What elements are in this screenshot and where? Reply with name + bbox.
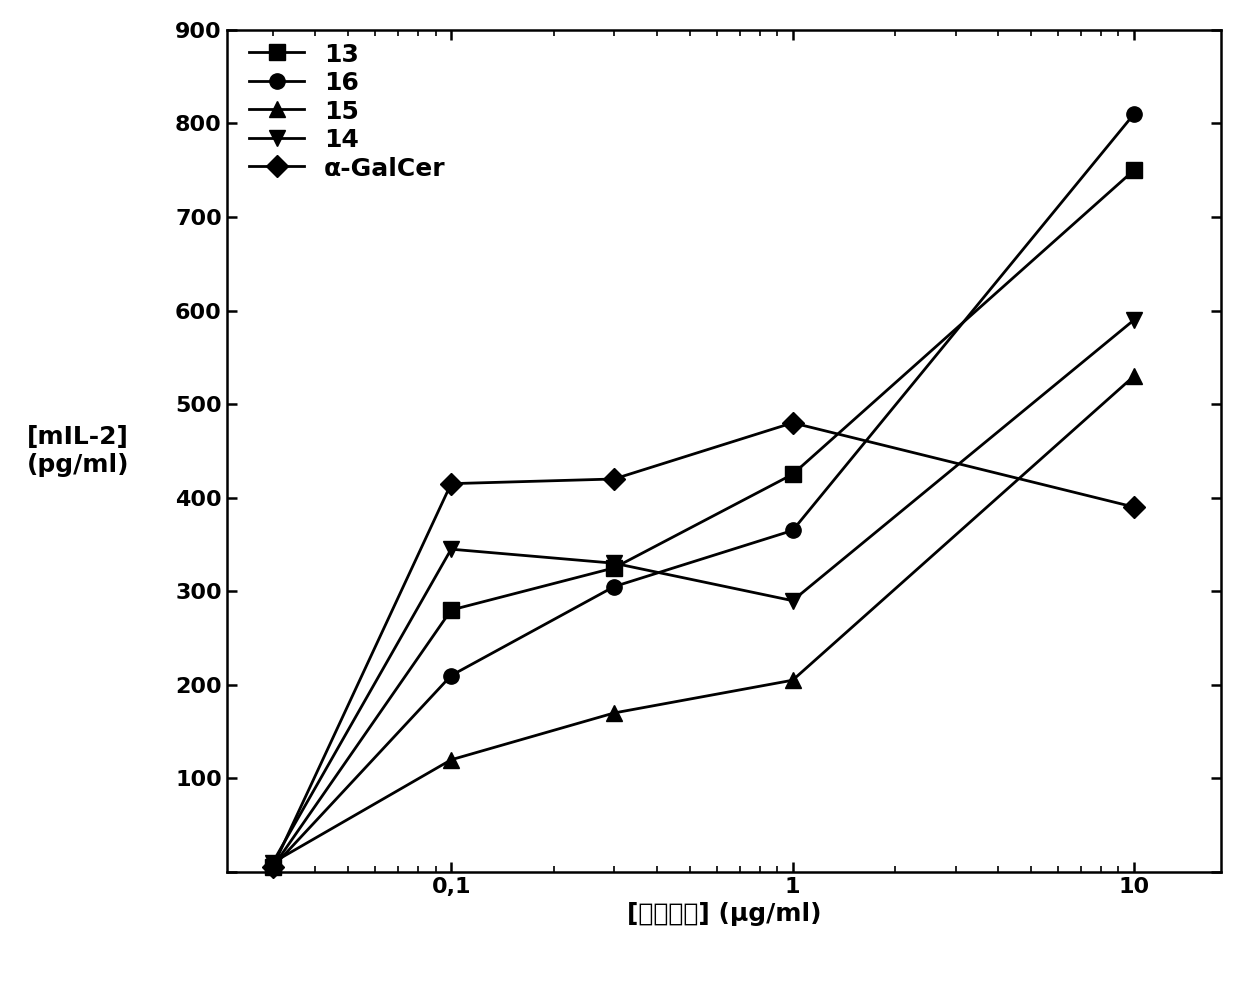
14 [443,543,458,555]
15 [443,754,458,766]
X-axis label: [脂质抗原] (μg/ml): [脂质抗原] (μg/ml) [627,903,821,927]
Line: α-GalCer: α-GalCer [264,415,1142,875]
16 [443,670,458,682]
13 [786,469,801,481]
14 [786,595,801,606]
13 [266,861,281,873]
α-GalCer [266,861,281,873]
α-GalCer [786,417,801,429]
α-GalCer [443,478,458,490]
13 [1127,165,1142,176]
α-GalCer [607,473,622,485]
15 [1127,370,1142,382]
16 [607,581,622,593]
13 [443,605,458,616]
14 [607,557,622,569]
13 [607,562,622,574]
16 [266,861,281,873]
Line: 14: 14 [264,312,1142,870]
14 [1127,314,1142,326]
α-GalCer [1127,501,1142,513]
Line: 16: 16 [264,106,1142,875]
Line: 15: 15 [264,369,1142,870]
16 [786,524,801,536]
14 [266,857,281,869]
15 [607,707,622,718]
15 [266,857,281,869]
Y-axis label: [mIL-2]
(pg/ml): [mIL-2] (pg/ml) [26,425,128,477]
16 [1127,108,1142,120]
Legend: 13, 16, 15, 14, α-GalCer: 13, 16, 15, 14, α-GalCer [249,43,446,181]
15 [786,674,801,686]
Line: 13: 13 [264,163,1142,875]
